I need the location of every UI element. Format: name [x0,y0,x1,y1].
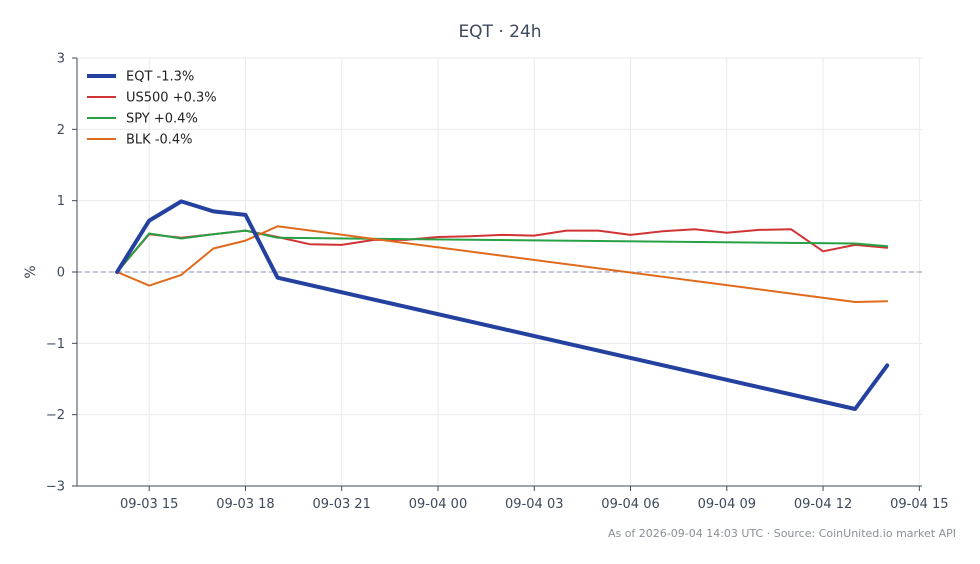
x-tick-label: 09-03 15 [120,497,178,512]
y-tick-label: 2 [57,123,65,138]
x-tick-label: 09-04 09 [698,497,756,512]
legend-label-blk: BLK -0.4% [126,133,193,148]
chart-title: EQT · 24h [458,22,541,42]
x-tick-label: 09-04 03 [505,497,563,512]
y-tick-label: −3 [46,480,65,495]
axes: 09-03 15 09-03 18 09-03 21 09-04 00 09-04 03… [46,52,949,513]
legend-label-eqt: EQT -1.3% [126,70,194,85]
y-tick-label: −2 [46,408,65,423]
series-line-spy [116,229,889,273]
series-lines [115,199,890,411]
grid [77,57,922,487]
series-line-blk [116,225,889,303]
legend-label-spy: SPY +0.4% [126,112,198,127]
series-line-us500 [116,228,889,273]
y-tick-label: 3 [57,52,65,67]
y-tick-label: 0 [57,266,65,281]
x-tick-label: 09-03 21 [313,497,371,512]
y-tick-label: −1 [46,337,65,352]
legend: EQT -1.3% US500 +0.3% SPY +0.4% BLK -0.4% [87,70,217,148]
y-tick-label: 1 [57,194,65,209]
series-line-eqt [115,199,890,411]
x-tick-label: 09-04 15 [890,497,948,512]
x-tick-label: 09-04 06 [601,497,659,512]
x-tick-label: 09-04 00 [409,497,467,512]
y-axis-label: % [23,265,39,278]
x-tick-label: 09-03 18 [216,497,274,512]
footer-source: As of 2026-09-04 14:03 UTC · Source: Coi… [608,527,956,540]
legend-label-us500: US500 +0.3% [126,91,217,106]
x-tick-label: 09-04 12 [794,497,852,512]
